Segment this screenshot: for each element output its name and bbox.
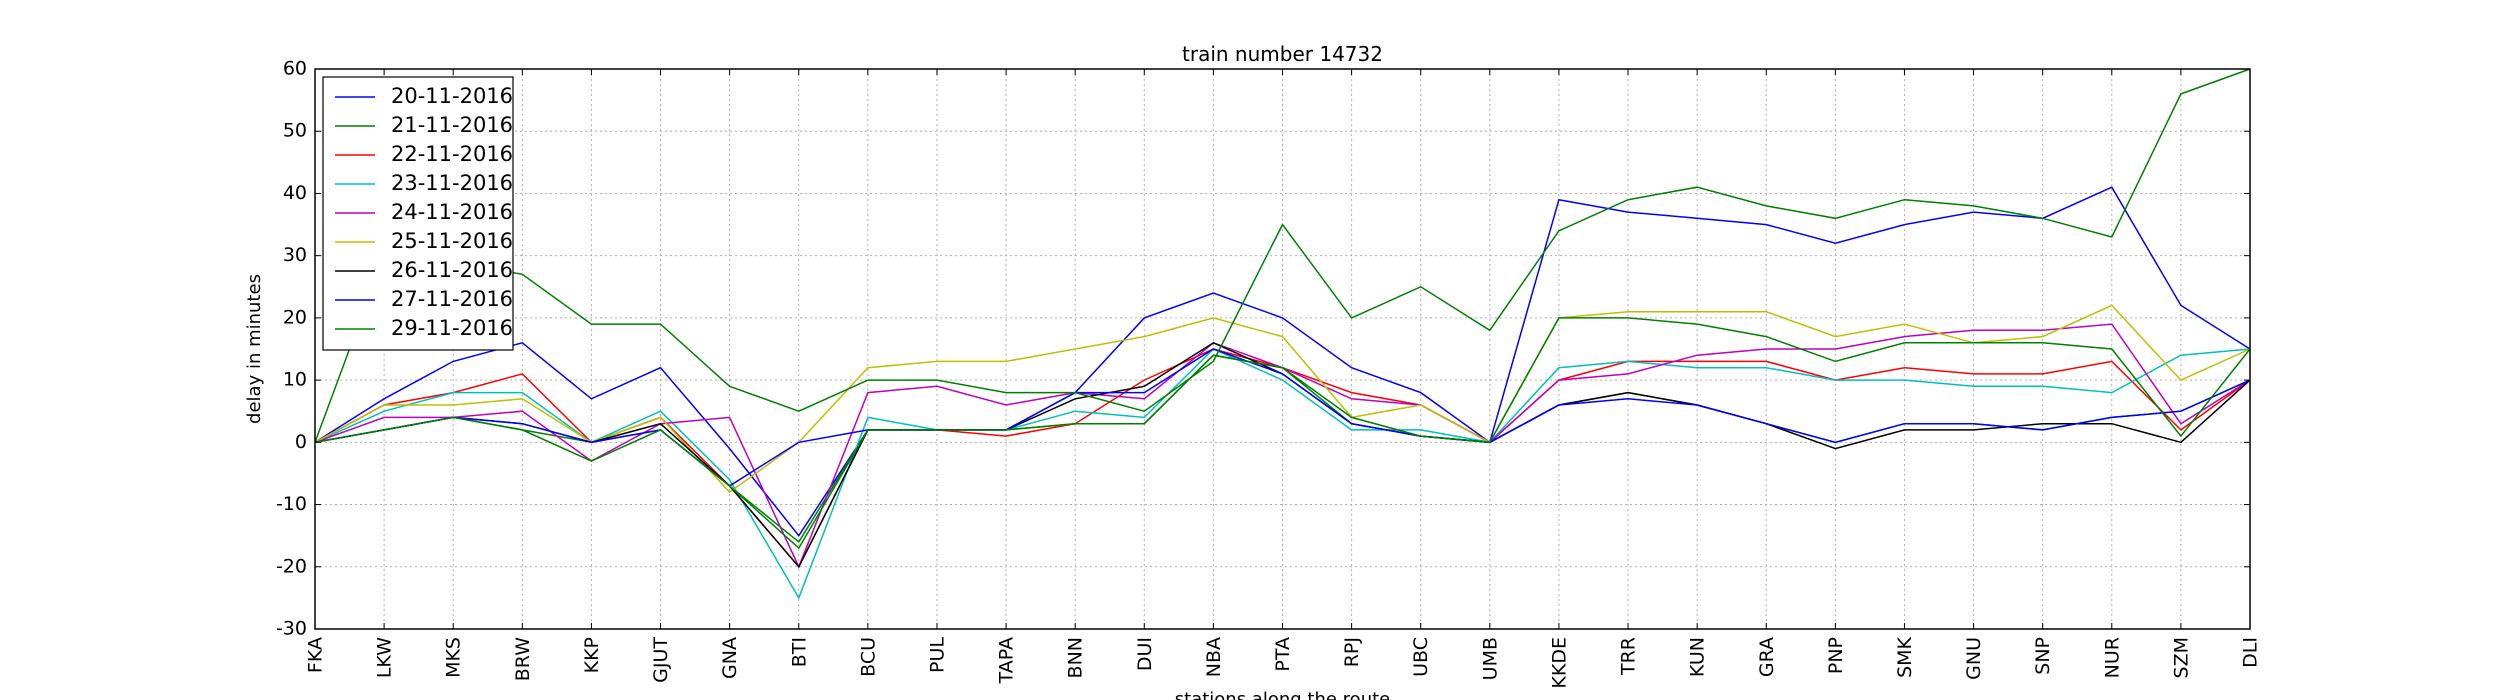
axis-ticks: FKA LKW MKS BRW KKP GJUT GNA BTI BCU PUL TAPA BNN DU… — [276, 58, 2262, 689]
series-line — [314, 348, 2251, 487]
legend: 20-11-2016 21-11-2016 22-11-2016 23-11-2016… — [322, 76, 514, 351]
x-tick-label: RPJ — [1341, 637, 1363, 667]
x-tick-label: PNP — [1825, 637, 1847, 674]
legend-entry: 26-11-2016 — [391, 258, 513, 282]
x-tick-label: MKS — [443, 637, 465, 678]
x-tick-label: SNP — [2032, 637, 2054, 675]
series-line — [314, 354, 2251, 544]
legend-entry: 21-11-2016 — [391, 113, 513, 137]
x-tick-label: GJUT — [650, 637, 672, 683]
x-tick-label: TRR — [1618, 637, 1640, 676]
chart-title: train number 14732 — [1182, 42, 1383, 66]
series-lines — [314, 68, 2251, 600]
x-tick-label: PTA — [1272, 637, 1294, 672]
legend-entry: 29-11-2016 — [391, 316, 513, 340]
x-tick-label: NUR — [2101, 637, 2123, 678]
grid — [315, 69, 2250, 629]
x-tick-label: FKA — [305, 637, 327, 673]
series-line — [314, 68, 2251, 443]
y-tick-label: 50 — [283, 120, 307, 142]
x-tick-label: BNN — [1065, 637, 1087, 678]
x-tick-label: BRW — [512, 637, 534, 681]
x-tick-label: BTI — [788, 637, 810, 667]
x-tick-label: KUN — [1687, 637, 1709, 677]
x-tick-label: KKDE — [1548, 637, 1570, 689]
y-tick-label: -30 — [276, 618, 307, 640]
y-tick-label: 30 — [283, 244, 307, 266]
legend-entry: 24-11-2016 — [391, 200, 513, 224]
x-tick-label: BCU — [857, 637, 879, 677]
x-tick-label: DUI — [1134, 637, 1156, 671]
x-tick-label: DLI — [2240, 637, 2262, 668]
y-tick-label: -10 — [276, 493, 307, 515]
x-axis-label: stations along the route — [1175, 689, 1390, 700]
y-axis-label: delay in minutes — [244, 274, 265, 424]
series-line — [314, 186, 2251, 537]
y-tick-label: 40 — [283, 182, 307, 204]
x-tick-label: GNA — [719, 637, 741, 679]
x-tick-label: SMK — [1894, 636, 1916, 677]
y-tick-label: -20 — [276, 555, 307, 577]
x-tick-label: SZM — [2170, 637, 2192, 678]
legend-entry: 27-11-2016 — [391, 287, 513, 311]
x-tick-label: TAPA — [996, 637, 1018, 684]
series-line — [314, 304, 2251, 494]
x-tick-label: KKP — [581, 637, 603, 673]
x-tick-label: UMB — [1479, 637, 1501, 680]
x-tick-label: PUL — [926, 637, 948, 673]
series-line — [314, 317, 2251, 550]
x-tick-label: UBC — [1410, 637, 1432, 677]
x-tick-label: LKW — [374, 637, 396, 678]
legend-entry: 23-11-2016 — [391, 171, 513, 195]
y-tick-label: 60 — [283, 58, 307, 80]
legend-entry: 20-11-2016 — [391, 84, 513, 108]
legend-entry: 25-11-2016 — [391, 229, 513, 253]
legend-entry: 22-11-2016 — [391, 142, 513, 166]
x-tick-label: NBA — [1203, 637, 1225, 677]
y-tick-label: 0 — [295, 431, 307, 453]
x-tick-label: GRA — [1756, 637, 1778, 677]
y-tick-label: 10 — [283, 369, 307, 391]
series-line — [314, 348, 2251, 600]
x-tick-label: GNU — [1963, 637, 1985, 680]
y-tick-label: 20 — [283, 306, 307, 328]
